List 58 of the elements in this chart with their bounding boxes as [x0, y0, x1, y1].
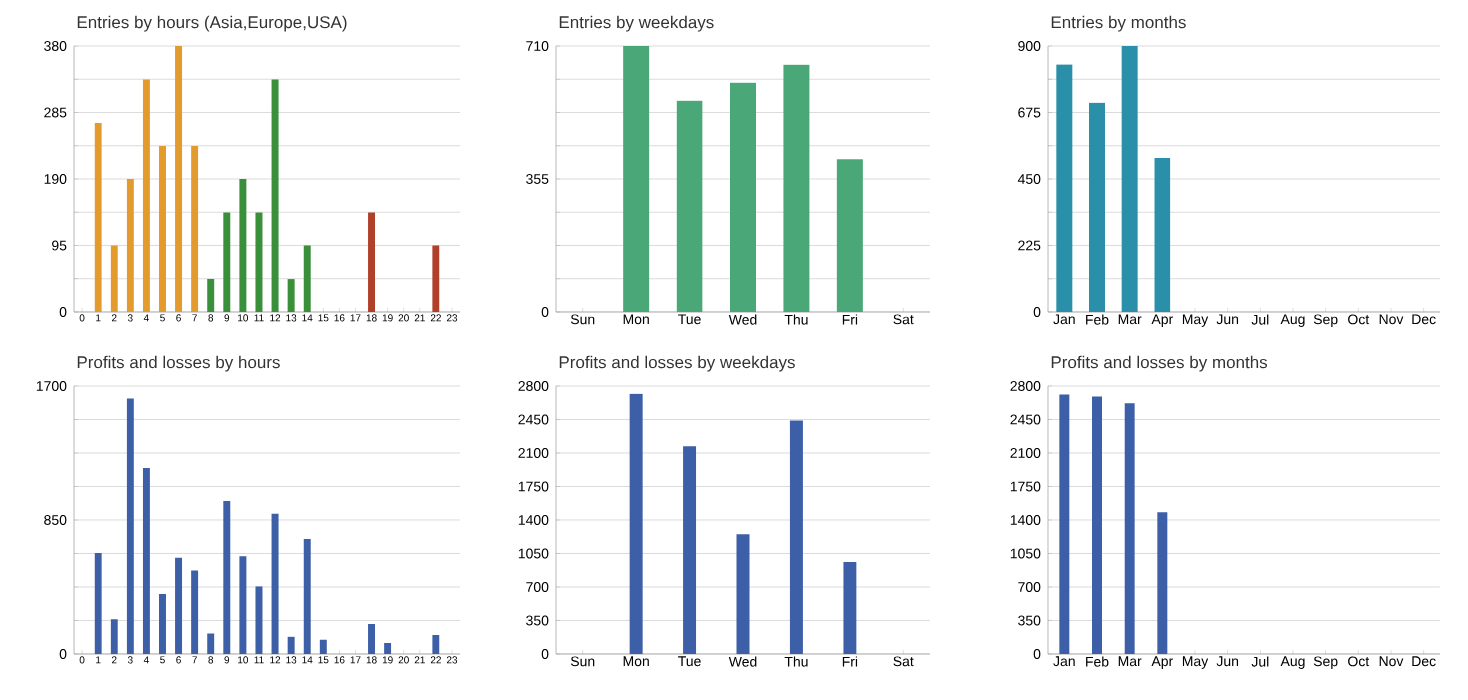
bar [730, 82, 756, 312]
bar [836, 159, 863, 312]
bar [207, 633, 215, 654]
bar [271, 513, 279, 654]
bar [736, 534, 750, 654]
bar [1124, 403, 1135, 654]
bar [142, 467, 150, 654]
bar [843, 562, 857, 654]
bar [789, 420, 803, 654]
bar [432, 635, 440, 654]
chart-title: Profits and losses by months [1051, 355, 1268, 372]
bar [255, 212, 263, 312]
chart-title: Profits and losses by weekdays [559, 355, 795, 372]
bar [271, 79, 279, 312]
bar [175, 557, 183, 654]
bar [110, 245, 118, 312]
bar [142, 79, 150, 312]
bar [1157, 512, 1168, 654]
bar [623, 46, 650, 312]
bar [255, 586, 263, 654]
bar [191, 570, 199, 654]
bar [303, 538, 311, 654]
bar [1121, 46, 1138, 312]
bar [94, 553, 102, 654]
chart-title: Entries by months [1051, 15, 1186, 32]
bar [303, 245, 311, 312]
bar [629, 393, 643, 654]
chart-title: Entries by weekdays [559, 15, 714, 32]
bar [158, 594, 166, 654]
bar [368, 624, 376, 654]
bar [175, 45, 183, 312]
bar [683, 446, 697, 654]
bar [676, 100, 703, 312]
bar [158, 146, 166, 312]
bar [110, 619, 118, 654]
bar [223, 501, 231, 654]
bar [239, 556, 247, 654]
chart-title: Entries by hours (Asia,Europe,USA) [77, 15, 347, 32]
bar [94, 122, 102, 312]
bar [239, 178, 247, 312]
bar [1154, 158, 1171, 312]
bar [1056, 64, 1073, 312]
bar [287, 279, 295, 312]
bar [1089, 102, 1105, 312]
bar [126, 178, 134, 312]
bar [783, 64, 810, 312]
bar [1059, 394, 1070, 654]
bar [223, 212, 231, 312]
bar [1091, 396, 1102, 654]
bar [191, 146, 199, 312]
bar [319, 639, 327, 654]
bar [432, 245, 440, 312]
bar [287, 636, 295, 654]
bar [126, 398, 134, 654]
bar [384, 642, 392, 654]
bar [368, 212, 376, 312]
chart-title: Profits and losses by hours [77, 355, 280, 372]
bar [207, 279, 215, 312]
